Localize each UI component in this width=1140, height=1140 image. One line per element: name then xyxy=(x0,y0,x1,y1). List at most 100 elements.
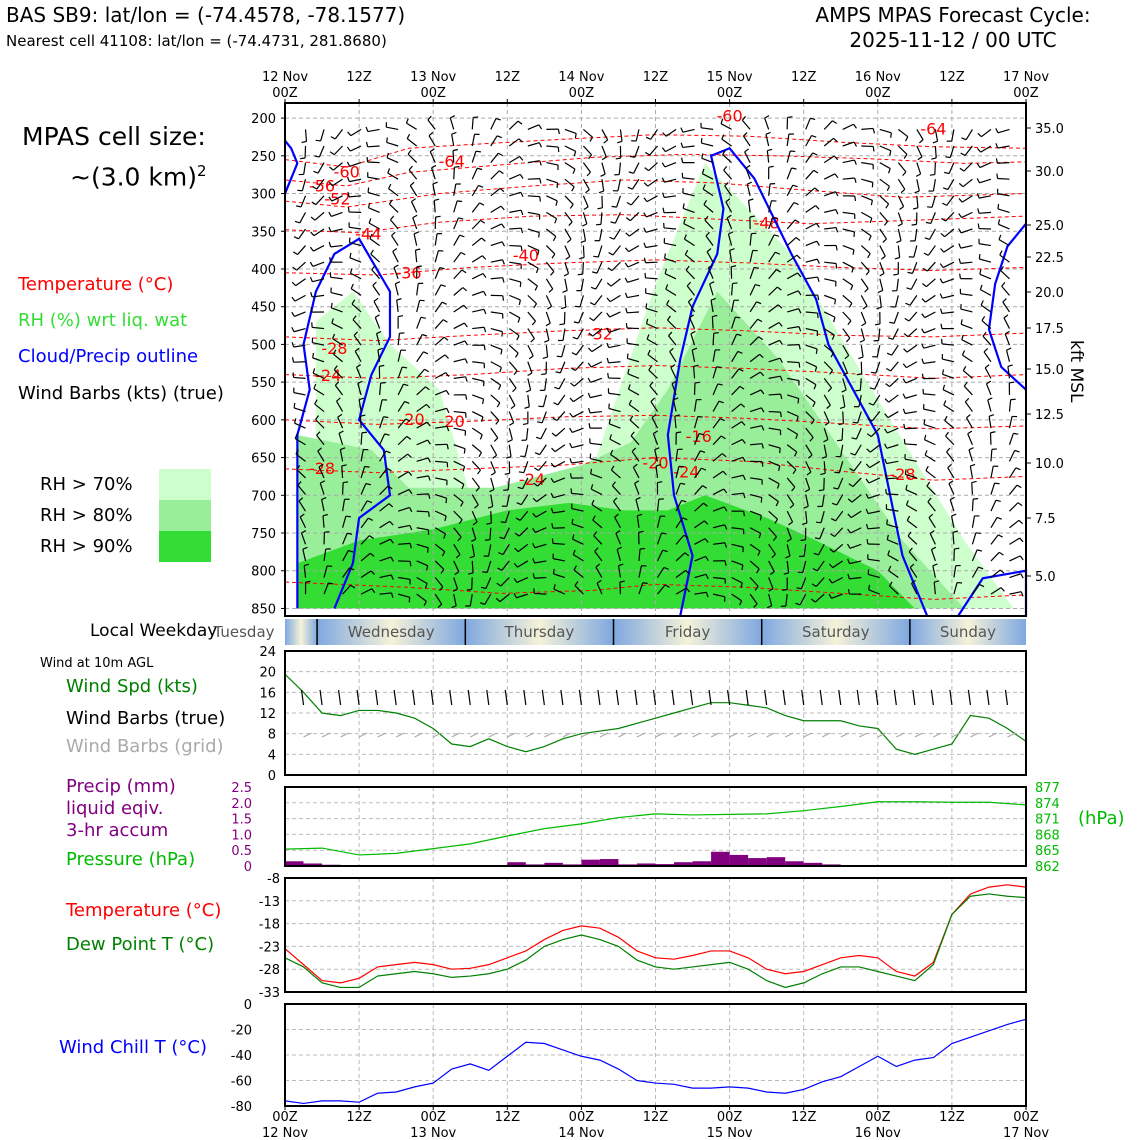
upper-wind-barb-flag xyxy=(970,463,976,467)
upper-wind-barb xyxy=(634,483,640,495)
upper-wind-barb-flag xyxy=(498,170,504,175)
upper-wind-barb-flag xyxy=(741,564,744,571)
upper-wind-barb-flag xyxy=(1020,591,1024,597)
cloud-outline xyxy=(987,223,1027,391)
bottom-time-tick-label: 12Z xyxy=(643,1110,669,1125)
legend-temperature: Temperature (°C) xyxy=(18,274,174,295)
upper-wind-barb xyxy=(684,254,695,263)
upper-wind-barb xyxy=(998,239,1010,247)
top-time-tick-label: 17 Nov xyxy=(1003,70,1049,85)
upper-wind-barb-flag xyxy=(427,439,431,445)
upper-wind-barb xyxy=(800,577,807,589)
upper-wind-barb-flag xyxy=(304,563,310,567)
upper-wind-barb-flag xyxy=(662,207,665,213)
upper-wind-barb xyxy=(990,517,998,529)
upper-wind-barb xyxy=(601,145,607,158)
upper-wind-barb xyxy=(944,420,955,429)
upper-wind-barb xyxy=(313,245,325,252)
upper-wind-barb-flag xyxy=(852,249,855,255)
upper-wind-barb xyxy=(527,378,532,391)
upper-wind-barb xyxy=(805,135,813,147)
upper-wind-barb xyxy=(914,228,918,241)
upper-wind-barb xyxy=(609,438,621,446)
upper-wind-barb-flag xyxy=(587,362,592,368)
upper-wind-barb-flag xyxy=(683,218,686,224)
upper-wind-barb xyxy=(312,326,325,330)
upper-wind-barb-flag xyxy=(484,539,491,541)
upper-wind-barb-flag xyxy=(358,397,365,401)
upper-wind-barb xyxy=(416,457,429,462)
upper-wind-barb xyxy=(786,202,795,213)
upper-wind-barb-flag xyxy=(823,439,829,443)
upper-wind-barb xyxy=(611,261,621,272)
sfc-grid-wind-barb xyxy=(414,732,423,738)
upper-wind-barb-flag xyxy=(423,600,427,606)
upper-wind-barb xyxy=(573,394,584,403)
upper-wind-barb xyxy=(434,267,441,280)
upper-wind-barb xyxy=(508,156,520,164)
upper-wind-barb-flag xyxy=(483,291,487,297)
upper-wind-barb-flag xyxy=(444,354,449,359)
upper-wind-barb-flag xyxy=(997,203,1000,210)
upper-wind-barb-flag xyxy=(610,449,614,455)
top-time-tick-label: 00Z xyxy=(420,86,446,101)
upper-wind-barb xyxy=(879,228,887,240)
upper-wind-barb xyxy=(787,308,799,313)
upper-wind-barb xyxy=(814,593,825,603)
sfc-grid-wind-barb xyxy=(803,732,812,738)
upper-wind-barb xyxy=(841,428,844,441)
upper-wind-barb xyxy=(349,257,362,263)
upper-wind-barb-flag xyxy=(328,196,333,202)
upper-wind-barb-flag xyxy=(719,417,725,422)
upper-wind-barb-flag xyxy=(509,422,514,426)
upper-wind-barb xyxy=(712,542,726,545)
upper-wind-barb-flag xyxy=(880,255,886,260)
upper-wind-barb-flag xyxy=(457,536,462,542)
upper-wind-barb xyxy=(859,378,862,391)
upper-wind-barb xyxy=(367,191,380,197)
upper-wind-barb-flag xyxy=(613,497,618,502)
upper-wind-barb-flag xyxy=(432,181,438,185)
upper-wind-barb-flag xyxy=(500,349,503,355)
upper-wind-barb-flag xyxy=(850,452,856,456)
upper-wind-barb xyxy=(546,195,558,202)
upper-wind-barb-flag xyxy=(479,602,485,606)
upper-wind-barb xyxy=(786,544,791,557)
upper-wind-barb xyxy=(471,577,473,590)
upper-wind-barb-flag xyxy=(1019,555,1024,561)
weekday-name-thursday: Thursday xyxy=(504,623,575,641)
upper-wind-barb-flag xyxy=(332,349,337,355)
upper-wind-barb xyxy=(990,551,1000,562)
pressure-tick-label: 650 xyxy=(251,452,276,467)
temperature-contour-label: -44 xyxy=(355,224,381,243)
upper-wind-barb-flag xyxy=(390,574,394,580)
upper-wind-barb-flag xyxy=(988,414,995,417)
upper-wind-barb-flag xyxy=(513,593,517,599)
upper-wind-barb xyxy=(645,228,658,233)
upper-wind-barb xyxy=(593,311,603,322)
upper-wind-barb-flag xyxy=(465,394,468,400)
upper-wind-barb xyxy=(350,288,362,296)
sfc-grid-wind-barb xyxy=(821,732,831,738)
upper-wind-barb-flag xyxy=(650,397,655,402)
upper-wind-barb xyxy=(453,217,459,230)
precip-tick-label: 0 xyxy=(244,860,252,875)
upper-wind-barb-flag xyxy=(911,579,916,584)
upper-wind-barb-flag xyxy=(499,187,505,193)
upper-wind-barb-flag xyxy=(852,421,858,424)
upper-wind-barb xyxy=(350,272,362,280)
sfc-wind-barb xyxy=(597,689,601,706)
upper-wind-barb xyxy=(731,438,743,446)
upper-wind-barb-flag xyxy=(1014,449,1020,453)
pressure-tick-label: 871 xyxy=(1035,813,1060,828)
upper-wind-barb-flag xyxy=(905,500,909,506)
upper-wind-barb xyxy=(823,311,836,318)
pressure-tick-label: 865 xyxy=(1035,844,1060,859)
upper-wind-barb-flag xyxy=(918,139,924,144)
upper-wind-barb-flag xyxy=(571,186,575,192)
upper-wind-barb-flag xyxy=(500,205,505,211)
upper-wind-barb xyxy=(886,493,899,496)
upper-wind-barb xyxy=(656,515,661,528)
wind-panel-frame xyxy=(284,650,1027,776)
upper-wind-barb xyxy=(564,278,568,291)
